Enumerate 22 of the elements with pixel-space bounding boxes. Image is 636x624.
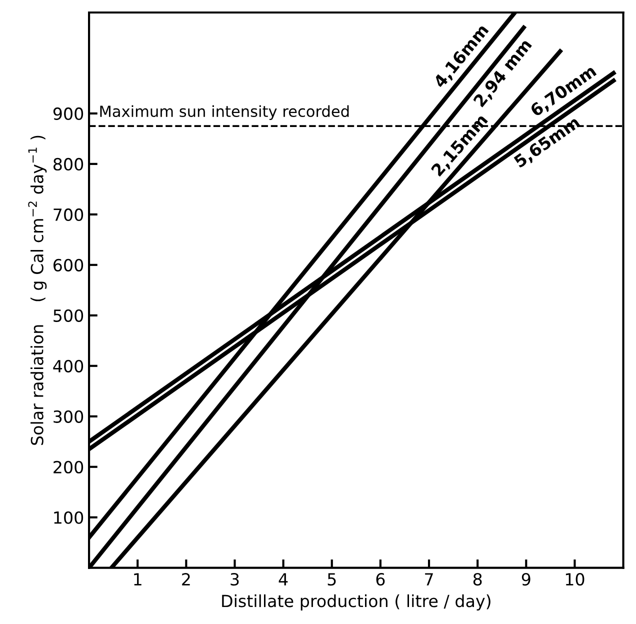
x-tick-label: 1 xyxy=(134,573,142,586)
y-tick-label: 400 xyxy=(53,360,84,372)
y-tick-label: 600 xyxy=(54,258,84,272)
y-tick-label: 800 xyxy=(53,158,84,171)
x-tick-label: 8 xyxy=(473,572,482,586)
ref-line-label: Maximum sun intensity recorded xyxy=(100,105,349,120)
y-tick-label: 300 xyxy=(54,410,84,423)
x-tick-label: 4 xyxy=(278,573,288,586)
x-tick-label: 6 xyxy=(376,572,385,586)
y-tick-label: 100 xyxy=(54,511,84,524)
y-tick-label: 200 xyxy=(54,460,84,474)
y-tick-label: 700 xyxy=(54,208,84,221)
y-tick-label: 500 xyxy=(54,309,84,322)
x-tick-label: 3 xyxy=(230,572,239,586)
y-axis-title: Solar radiation ( g Cal cm$^{−2}$ day$^{−1}$ ) xyxy=(28,136,47,445)
x-axis-title: Distillate production ( litre / day) xyxy=(222,594,490,611)
x-tick-label: 10 xyxy=(566,572,584,586)
x-tick-label: 5 xyxy=(328,573,336,586)
x-tick-label: 2 xyxy=(182,572,190,586)
y-tick-label: 900 xyxy=(53,107,84,120)
x-tick-label: 7 xyxy=(425,573,433,586)
x-tick-label: 9 xyxy=(522,572,530,586)
